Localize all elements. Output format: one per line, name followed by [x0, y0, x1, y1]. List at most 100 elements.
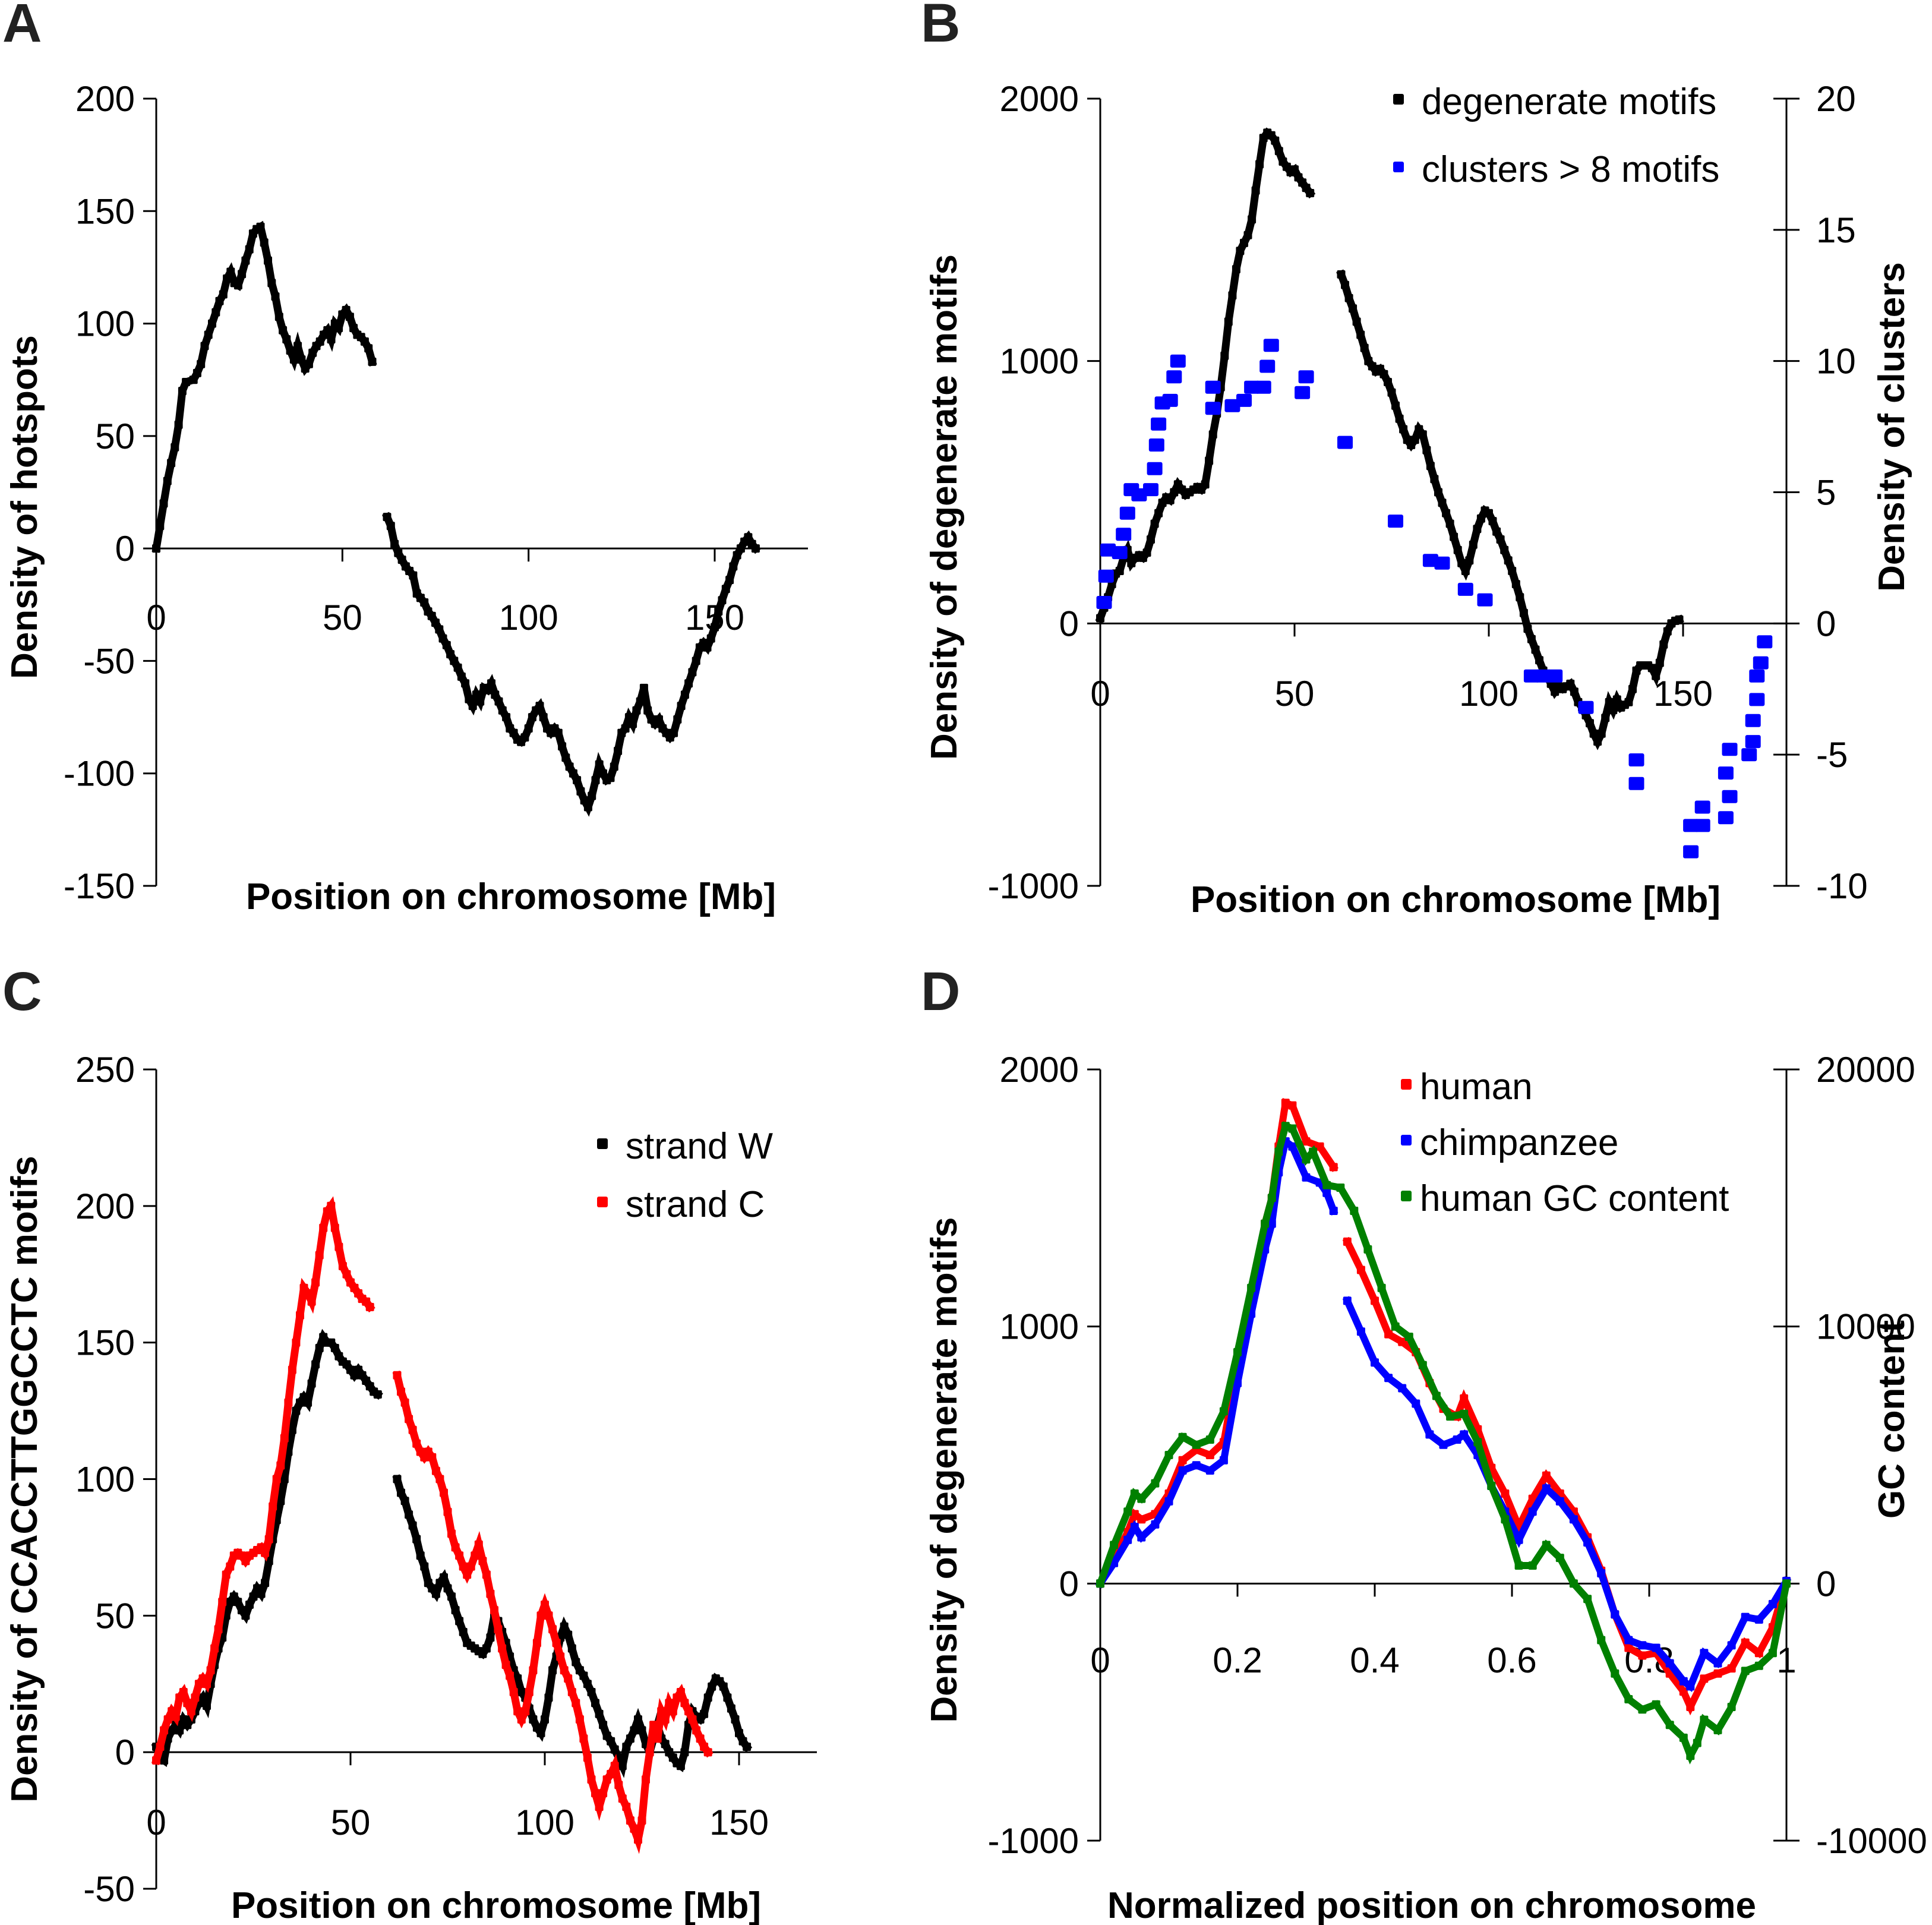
data-point: [1523, 624, 1532, 633]
data-point: [1267, 1194, 1276, 1203]
data-point: [1164, 1497, 1173, 1506]
data-point: [1288, 1124, 1297, 1133]
data-point: [472, 690, 481, 699]
data-point: [400, 1398, 409, 1407]
data-point: [1232, 265, 1240, 274]
data-point: [1665, 1721, 1674, 1730]
data-point: [1754, 1615, 1763, 1624]
data-point: [673, 715, 682, 724]
data-point: [618, 1762, 627, 1771]
data-point: [630, 1824, 639, 1833]
data-point: [735, 1729, 743, 1737]
data-point: [657, 1707, 666, 1716]
data-point: [152, 544, 160, 553]
data-point: [1426, 462, 1435, 471]
data-point: [1130, 1523, 1139, 1532]
data-point: [293, 342, 302, 351]
data-point: [1422, 446, 1431, 455]
data-point: [1683, 819, 1699, 832]
data-point: [459, 1562, 468, 1571]
data-point: [1514, 1535, 1523, 1544]
data-point: [572, 1658, 580, 1667]
data-point: [1453, 1435, 1461, 1444]
data-point: [520, 733, 529, 742]
data-point: [1154, 509, 1163, 517]
data-point: [696, 1734, 705, 1743]
y-tick-label: -1000: [988, 866, 1079, 906]
data-point: [490, 1606, 498, 1615]
data-point: [703, 643, 712, 652]
data-point: [643, 706, 652, 715]
data-point: [517, 1715, 526, 1724]
y-tick-label: 250: [75, 1050, 135, 1090]
data-point: [1398, 1384, 1407, 1393]
data-point: [311, 1278, 320, 1287]
data-point: [1638, 1705, 1647, 1714]
data-point: [1679, 1733, 1688, 1742]
data-point: [308, 348, 317, 357]
data-point: [178, 387, 187, 396]
y-tick-label: -50: [83, 641, 135, 681]
data-point: [1727, 1641, 1736, 1650]
data-point: [1288, 1142, 1297, 1151]
y2-tick-label: 10000: [1816, 1307, 1915, 1347]
data-point: [1404, 1333, 1413, 1341]
data-point: [330, 1343, 339, 1352]
y-tick-label: 2000: [1000, 1050, 1079, 1090]
data-point: [1150, 519, 1159, 528]
data-point: [1137, 1533, 1146, 1542]
data-point: [292, 1338, 301, 1347]
data-point: [729, 562, 738, 571]
data-point: [1356, 330, 1365, 339]
data-point: [304, 359, 313, 368]
data-point: [1251, 186, 1260, 195]
data-point: [1597, 729, 1606, 738]
data-point: [1597, 1636, 1606, 1645]
data-point: [692, 657, 700, 665]
y2-tick-label: -10: [1816, 866, 1868, 906]
data-point: [1166, 370, 1182, 384]
data-point: [443, 1507, 452, 1516]
data-point: [1718, 766, 1734, 780]
data-point: [502, 713, 511, 722]
data-point: [349, 324, 358, 333]
data-point: [1344, 294, 1353, 302]
data-point: [160, 1726, 169, 1735]
data-point: [1170, 488, 1179, 497]
data-point: [1151, 417, 1167, 431]
data-point: [573, 776, 582, 785]
series-chimpanzee: [1095, 1135, 1792, 1692]
data-point: [1527, 635, 1536, 643]
data-point: [1460, 1430, 1469, 1439]
data-point: [1261, 1219, 1270, 1228]
data-point: [544, 1693, 553, 1702]
data-point: [249, 1592, 258, 1601]
data-point: [513, 1707, 522, 1716]
y-tick-label: 150: [75, 1323, 135, 1363]
data-point: [1418, 430, 1427, 439]
data-point: [1162, 393, 1178, 407]
y-axis-title: Density of hotspots: [4, 335, 45, 679]
data-point: [219, 290, 228, 299]
data-point: [1205, 402, 1221, 415]
data-point: [315, 1343, 324, 1352]
data-point: [595, 760, 604, 769]
data-point: [1722, 790, 1738, 803]
data-point: [364, 344, 373, 353]
legend: degenerate motifs clusters > 8 motifs: [1393, 81, 1719, 190]
data-point: [342, 1270, 351, 1279]
data-point: [684, 1707, 693, 1716]
data-point: [688, 668, 697, 677]
y-tick-label: 100: [75, 304, 135, 344]
data-point: [718, 596, 727, 605]
data-point: [591, 776, 600, 785]
data-point: [1391, 401, 1400, 410]
data-point: [1336, 1184, 1345, 1192]
data-point: [583, 803, 592, 812]
data-point: [1352, 317, 1361, 326]
data-point: [245, 1600, 254, 1609]
data-point: [1371, 1296, 1379, 1305]
data-point: [1259, 359, 1276, 373]
